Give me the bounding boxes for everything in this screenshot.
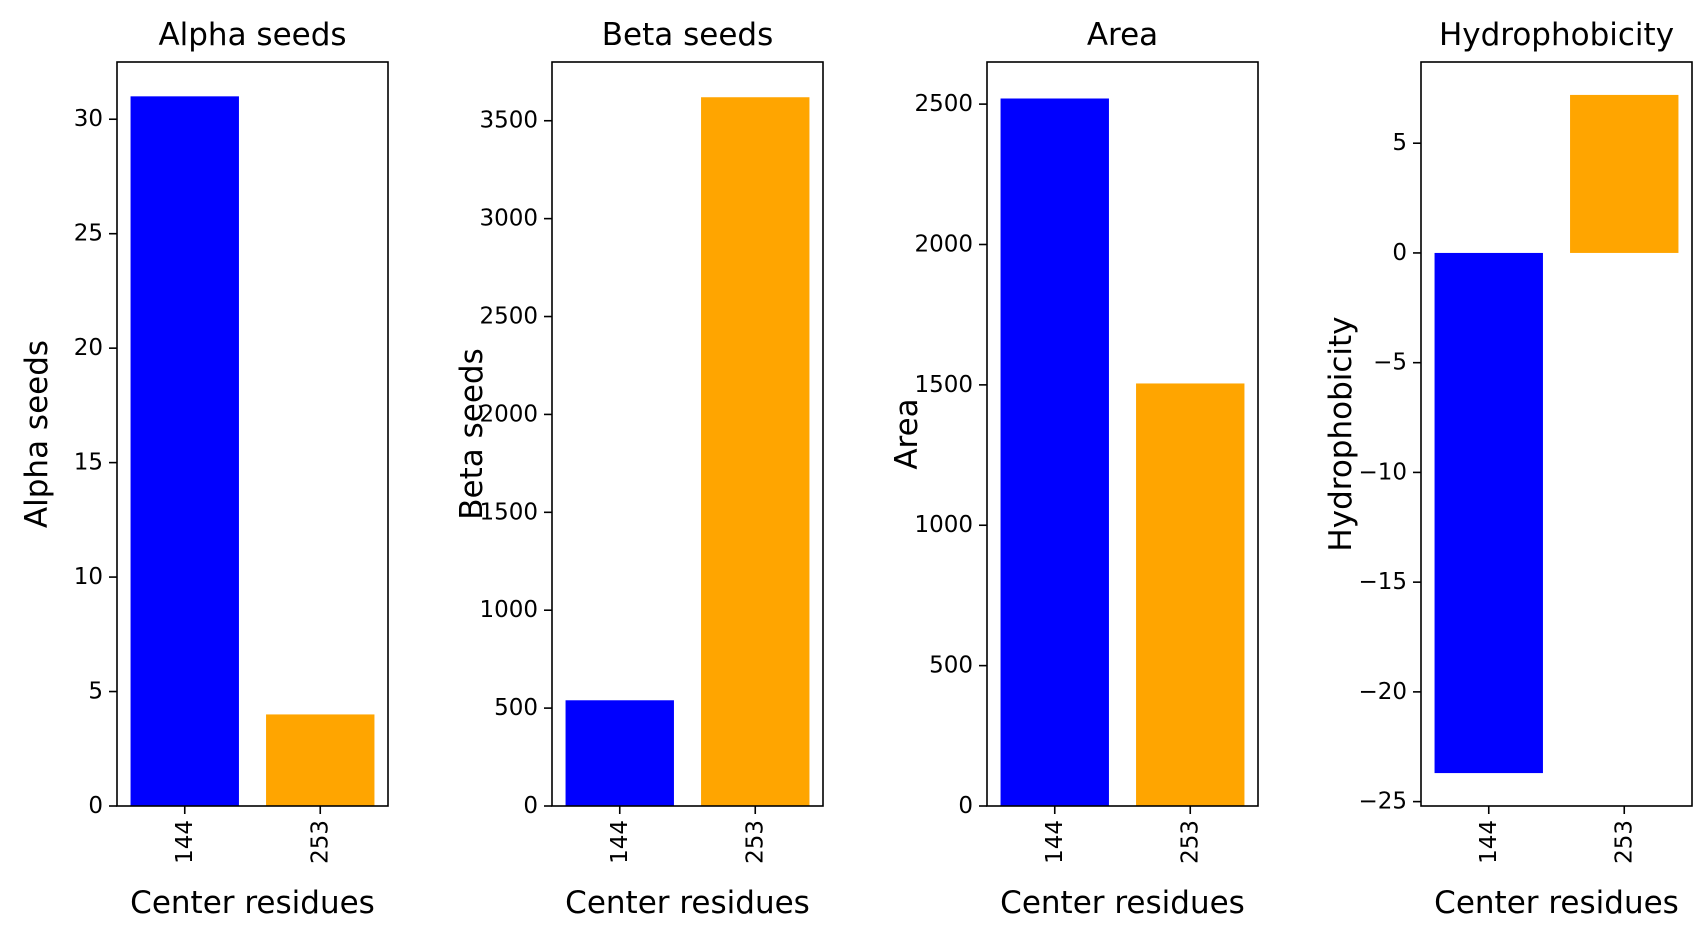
y-tick-label: 3000 (479, 206, 538, 232)
x-axis-label: Center residues (1434, 885, 1679, 921)
bar-144 (565, 700, 674, 806)
bar-253 (1570, 94, 1679, 253)
chart-title: Alpha seeds (158, 17, 346, 53)
chart-panel-1: 0 500 1000 1500 2000 2500 3000 3500 144 253 Beta s… (454, 17, 824, 921)
axes-frame (1420, 61, 1693, 807)
chart-title: Hydrophobicity (1439, 17, 1674, 53)
bar-253 (701, 97, 810, 806)
chart-panel-3: −25 −20 −15 −10 −5 0 5 144 253 Hydrophobicity Cent… (1323, 17, 1693, 921)
y-tick-label: 0 (88, 793, 103, 819)
x-tick-label: 144 (1476, 820, 1502, 864)
x-tick-label: 253 (1177, 820, 1203, 864)
y-tick-label: 1500 (914, 372, 973, 398)
x-tick-label: 144 (1042, 820, 1068, 864)
bar-144 (1434, 252, 1543, 774)
y-tick-label: 500 (929, 653, 973, 679)
y-tick-label: 2000 (914, 231, 973, 257)
x-tick-label: 144 (607, 820, 633, 864)
y-tick-label: 1000 (479, 597, 538, 623)
y-tick-label: −20 (1358, 679, 1407, 705)
y-tick-label: 2000 (479, 401, 538, 427)
x-tick-label: 253 (1611, 820, 1637, 864)
chart-title: Area (1087, 17, 1158, 53)
axes-frame (116, 61, 389, 807)
chart-panel-0: 0 5 10 15 20 25 30 144 253 Alpha seeds Center resi… (19, 17, 389, 921)
bar-253 (266, 714, 375, 806)
y-tick-label: 500 (494, 695, 538, 721)
chart-panel-2: 0 500 1000 1500 2000 2500 144 253 Area Center res… (889, 17, 1259, 921)
axes-frame (986, 61, 1259, 807)
y-tick-label: 2500 (479, 304, 538, 330)
x-tick-label: 253 (307, 820, 333, 864)
y-axis-label: Hydrophobicity (1323, 316, 1359, 551)
axes-frame (551, 61, 824, 807)
y-tick-label: 5 (1392, 130, 1407, 156)
x-tick-label: 144 (172, 820, 198, 864)
y-tick-label: 0 (958, 793, 973, 819)
y-tick-label: 0 (523, 793, 538, 819)
x-axis-label: Center residues (130, 885, 375, 921)
chart-title: Beta seeds (602, 17, 773, 53)
y-tick-label: 1000 (914, 512, 973, 538)
x-axis-label: Center residues (1000, 885, 1245, 921)
bar-253 (1136, 383, 1245, 806)
y-tick-label: 0 (1392, 240, 1407, 266)
bar-144 (1000, 98, 1109, 807)
y-tick-label: −5 (1373, 350, 1407, 376)
bar-144 (130, 96, 239, 807)
x-tick-label: 253 (742, 820, 768, 864)
y-tick-label: 3500 (479, 108, 538, 134)
y-axis-label: Area (889, 398, 925, 469)
x-axis-label: Center residues (565, 885, 810, 921)
y-axis-label: Alpha seeds (19, 340, 55, 528)
y-tick-label: 1500 (479, 499, 538, 525)
y-tick-label: 5 (88, 679, 103, 705)
y-tick-label: −25 (1358, 789, 1407, 815)
y-tick-label: 30 (74, 106, 103, 132)
y-tick-label: 15 (74, 450, 103, 476)
y-tick-label: 25 (74, 221, 103, 247)
y-tick-label: 20 (74, 335, 103, 361)
y-tick-label: 10 (74, 564, 103, 590)
y-tick-label: −10 (1358, 459, 1407, 485)
y-tick-label: −15 (1358, 569, 1407, 595)
y-axis-label: Beta seeds (454, 348, 490, 519)
y-tick-label: 2500 (914, 91, 973, 117)
